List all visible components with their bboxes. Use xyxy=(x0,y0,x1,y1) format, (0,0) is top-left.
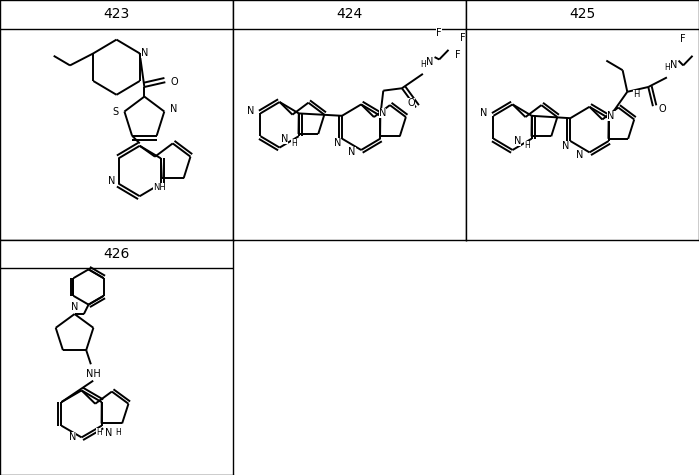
Text: N: N xyxy=(105,428,113,438)
Text: N: N xyxy=(426,57,433,67)
Text: H: H xyxy=(291,139,297,148)
Text: 424: 424 xyxy=(336,8,363,21)
Text: H: H xyxy=(633,90,640,99)
Text: S: S xyxy=(112,106,118,116)
Text: 426: 426 xyxy=(103,247,130,261)
Text: N: N xyxy=(379,108,387,118)
Text: N: N xyxy=(69,432,76,442)
Text: NH: NH xyxy=(153,183,166,192)
Text: N: N xyxy=(670,60,677,70)
Text: N: N xyxy=(607,111,614,121)
Text: F: F xyxy=(680,34,686,44)
Text: N: N xyxy=(514,136,521,146)
Text: N: N xyxy=(333,138,341,148)
Text: H: H xyxy=(524,142,530,151)
Text: N: N xyxy=(170,104,178,114)
Text: N: N xyxy=(577,150,584,160)
Text: N: N xyxy=(247,106,255,116)
Text: O: O xyxy=(408,98,415,108)
Text: O: O xyxy=(171,77,178,87)
Text: F: F xyxy=(460,33,466,43)
Text: N: N xyxy=(480,108,488,118)
Text: N: N xyxy=(108,176,115,186)
Text: H: H xyxy=(664,63,670,72)
Text: N: N xyxy=(562,141,570,151)
Text: O: O xyxy=(658,104,666,114)
Text: H: H xyxy=(420,60,426,69)
Text: F: F xyxy=(436,28,442,38)
Text: N: N xyxy=(348,147,356,157)
Text: F: F xyxy=(455,50,461,60)
Text: N: N xyxy=(281,134,288,144)
Text: H: H xyxy=(96,428,102,437)
Text: N: N xyxy=(140,48,148,58)
Text: 425: 425 xyxy=(570,8,596,21)
Text: N: N xyxy=(71,302,78,312)
Text: H: H xyxy=(115,428,121,437)
Text: NH: NH xyxy=(86,369,101,379)
Text: 423: 423 xyxy=(103,8,129,21)
